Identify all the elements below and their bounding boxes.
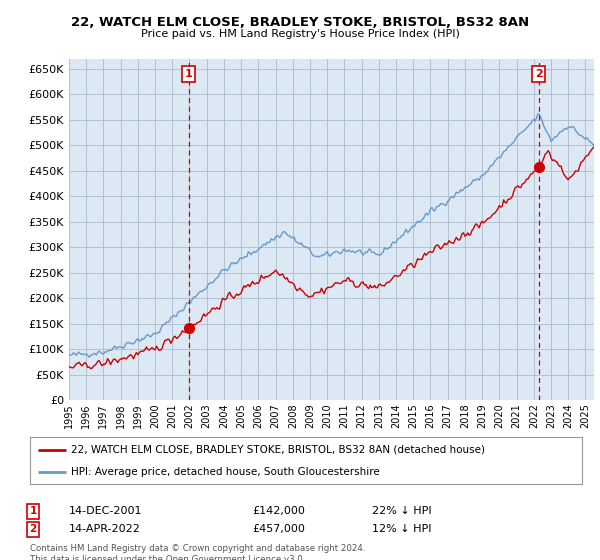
Text: 12% ↓ HPI: 12% ↓ HPI	[372, 524, 431, 534]
Text: Price paid vs. HM Land Registry's House Price Index (HPI): Price paid vs. HM Land Registry's House …	[140, 29, 460, 39]
Text: £457,000: £457,000	[252, 524, 305, 534]
Text: £142,000: £142,000	[252, 506, 305, 516]
Text: Contains HM Land Registry data © Crown copyright and database right 2024.
This d: Contains HM Land Registry data © Crown c…	[30, 544, 365, 560]
Text: HPI: Average price, detached house, South Gloucestershire: HPI: Average price, detached house, Sout…	[71, 466, 380, 477]
Text: 22, WATCH ELM CLOSE, BRADLEY STOKE, BRISTOL, BS32 8AN (detached house): 22, WATCH ELM CLOSE, BRADLEY STOKE, BRIS…	[71, 445, 485, 455]
Text: 22% ↓ HPI: 22% ↓ HPI	[372, 506, 431, 516]
Text: 14-APR-2022: 14-APR-2022	[69, 524, 141, 534]
Text: 2: 2	[535, 69, 542, 79]
Text: 1: 1	[185, 69, 193, 79]
Text: 1: 1	[29, 506, 37, 516]
Text: 22, WATCH ELM CLOSE, BRADLEY STOKE, BRISTOL, BS32 8AN: 22, WATCH ELM CLOSE, BRADLEY STOKE, BRIS…	[71, 16, 529, 29]
Text: 14-DEC-2001: 14-DEC-2001	[69, 506, 143, 516]
Text: 2: 2	[29, 524, 37, 534]
